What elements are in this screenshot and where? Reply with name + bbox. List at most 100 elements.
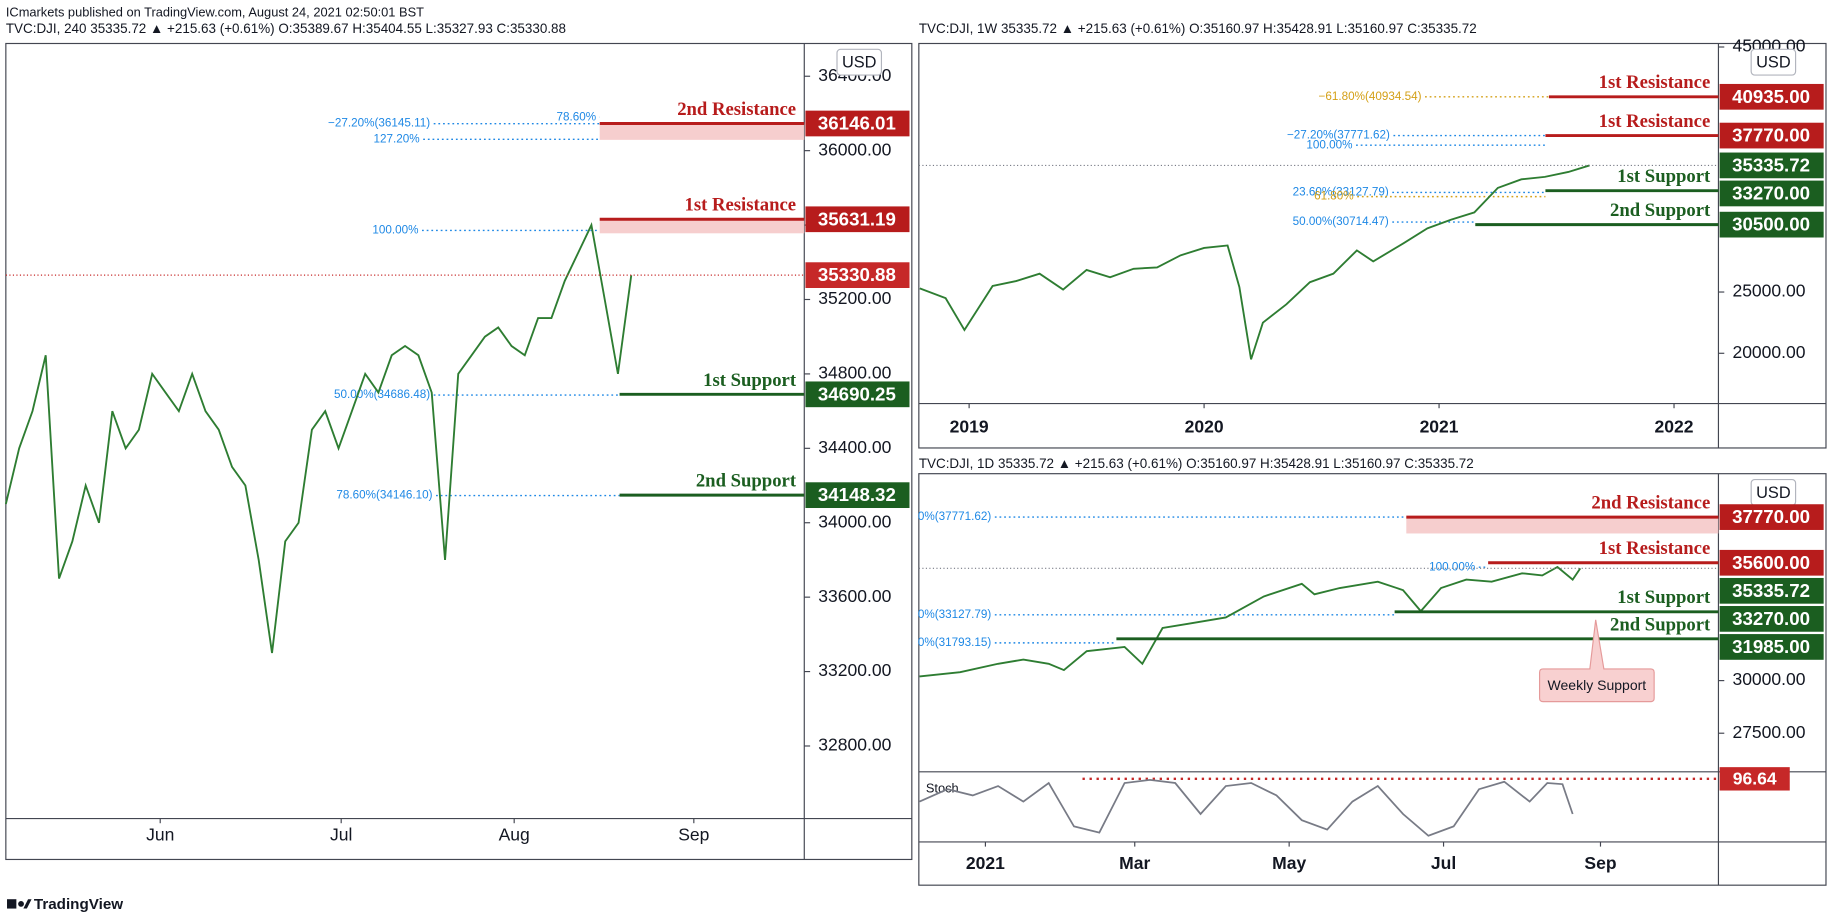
level-name: 2nd Resistance xyxy=(677,99,796,120)
price-tag-label: 33270.00 xyxy=(1732,608,1810,629)
brand: TradingView xyxy=(34,896,123,913)
level-name: 2nd Support xyxy=(1610,614,1711,635)
y-tick-label: 33200.00 xyxy=(818,660,891,680)
panel-border xyxy=(5,42,913,861)
level-name: 2nd Resistance xyxy=(1591,493,1710,514)
level-name: 1st Resistance xyxy=(1599,72,1711,93)
stoch-title: Stoch xyxy=(926,781,959,796)
logo-shape xyxy=(23,899,32,909)
price-tag xyxy=(1719,211,1824,238)
x-tick-label: 2021 xyxy=(1420,417,1459,437)
x-tick-label: Sep xyxy=(1584,853,1616,873)
price-tag-label: 40935.00 xyxy=(1732,86,1810,107)
y-tick-label: 34000.00 xyxy=(818,511,891,531)
fib-label: 127.20% xyxy=(374,132,420,145)
fib-label: 0%(37771.62) xyxy=(918,510,992,523)
price-tag xyxy=(805,381,910,408)
fib-label: 0%(33127.79) xyxy=(918,608,992,621)
price-tag-label: 36146.01 xyxy=(818,113,896,134)
currency-box xyxy=(1750,48,1797,76)
callout-text: Weekly Support xyxy=(1548,677,1647,693)
logo-shape xyxy=(18,900,24,907)
panel: TVC:DJI, 240 35335.72 ▲ +215.63 (+0.61%)… xyxy=(4,21,913,861)
x-tick-label: Mar xyxy=(1119,853,1150,873)
y-tick-label: 20000.00 xyxy=(1732,342,1805,362)
fib-label: 100.00% xyxy=(1429,560,1475,573)
y-tick-label: 25000.00 xyxy=(1732,281,1805,301)
x-tick-label: 2021 xyxy=(966,853,1005,873)
price-tag xyxy=(805,262,910,288)
price-tag-label: 35335.72 xyxy=(1732,155,1810,176)
panel-border xyxy=(918,42,1827,449)
price-tag xyxy=(1719,180,1824,207)
fib-label: 100.00% xyxy=(372,224,418,237)
stoch-tag xyxy=(1719,767,1790,791)
x-tick-label: 2019 xyxy=(950,417,989,437)
level-name: 1st Resistance xyxy=(684,195,796,216)
logo-shape xyxy=(7,899,17,909)
y-tick-label: 27500.00 xyxy=(1732,722,1805,742)
fib-label: 23.60%(33127.79) xyxy=(1293,186,1389,199)
fib-label: −27.20%(37771.62) xyxy=(1287,129,1390,142)
price-tag-label: 33270.00 xyxy=(1732,183,1810,204)
price-tag-label: 37770.00 xyxy=(1732,506,1810,527)
y-tick-label: 34800.00 xyxy=(818,363,891,383)
price-tag xyxy=(1719,152,1824,179)
y-tick-label: 33600.00 xyxy=(818,586,891,606)
price-tag-label: 35600.00 xyxy=(1732,552,1810,573)
fib-label: 61.80% xyxy=(1314,190,1354,203)
price-tag xyxy=(1719,504,1824,530)
price-line xyxy=(4,222,633,654)
level-zone xyxy=(599,123,805,140)
fib-label: −27.20%(36145.11) xyxy=(328,117,430,130)
callout xyxy=(1538,619,1655,703)
panel: TVC:DJI, 1D 35335.72 ▲ +215.63 (+0.61%) … xyxy=(918,456,1827,886)
currency: USD xyxy=(1756,484,1791,502)
price-tag-label: 35631.19 xyxy=(818,208,896,229)
level-name: 1st Support xyxy=(1617,587,1711,608)
level-zone xyxy=(1406,517,1719,534)
x-tick-label: Sep xyxy=(678,825,709,845)
currency: USD xyxy=(1756,54,1791,72)
x-tick-label: 2020 xyxy=(1185,417,1224,437)
fib-label: 0%(31793.15) xyxy=(918,636,992,649)
fib-label: 50.00%(34686.48) xyxy=(334,388,430,401)
fib-label: 100.00% xyxy=(1306,138,1352,151)
symbol-legend: TVC:DJI, 240 35335.72 ▲ +215.63 (+0.61%)… xyxy=(6,21,566,36)
level-name: 1st Resistance xyxy=(1599,111,1711,132)
publisher: ICmarkets published on TradingView.com, … xyxy=(6,4,424,19)
price-tag xyxy=(1719,634,1824,660)
price-tag xyxy=(805,482,910,509)
x-tick-label: Aug xyxy=(499,825,530,845)
price-line xyxy=(919,565,1582,678)
price-tag xyxy=(1719,577,1824,604)
x-tick-label: Jul xyxy=(1431,853,1456,873)
y-tick-label: 30000.00 xyxy=(1732,669,1805,689)
fib-label: −61.80%(40934.54) xyxy=(1319,90,1422,103)
price-tag-label: 35330.88 xyxy=(818,264,896,285)
price-tag-label: 37770.00 xyxy=(1732,125,1810,146)
stoch-line xyxy=(919,778,1574,837)
level-zone xyxy=(599,219,805,234)
level-name: 1st Support xyxy=(1617,166,1711,187)
x-tick-label: Jul xyxy=(330,825,352,845)
x-tick-label: May xyxy=(1272,853,1306,873)
y-tick-label: 35200.00 xyxy=(818,288,891,308)
price-tag xyxy=(1719,83,1824,110)
price-line xyxy=(919,164,1590,360)
level-name: 1st Support xyxy=(703,370,797,391)
price-tag xyxy=(805,206,910,233)
stoch-tag-label: 96.64 xyxy=(1733,769,1777,789)
symbol-legend: TVC:DJI, 1W 35335.72 ▲ +215.63 (+0.61%) … xyxy=(919,21,1477,36)
level-name: 2nd Support xyxy=(1610,200,1711,221)
fib-label: 50.00%(30714.47) xyxy=(1293,215,1389,228)
x-tick-label: Jun xyxy=(146,825,174,845)
price-tag-label: 31985.00 xyxy=(1732,636,1810,657)
currency-box xyxy=(836,48,883,76)
price-tag xyxy=(1719,606,1824,632)
price-tag-label: 34690.25 xyxy=(818,383,896,404)
fib-label: 78.60% xyxy=(557,110,597,123)
price-tag-label: 30500.00 xyxy=(1732,214,1810,235)
